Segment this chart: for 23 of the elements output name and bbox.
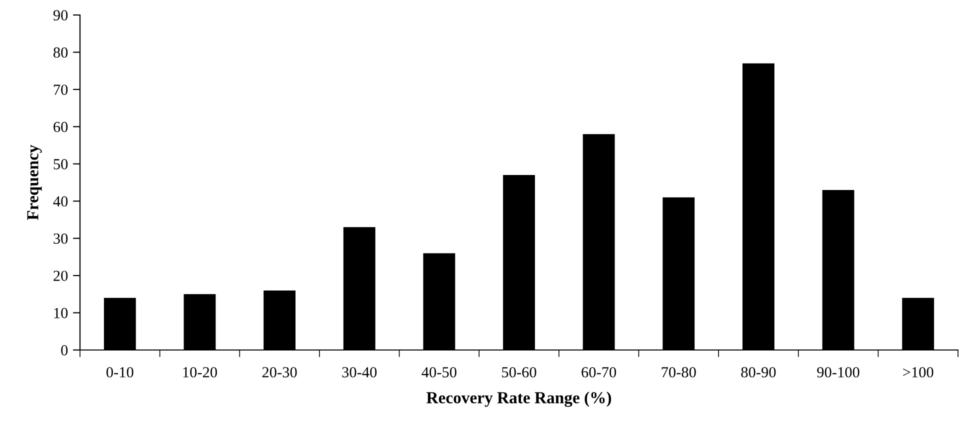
x-tick-label: 0-10 [106, 367, 134, 378]
y-tick-label: 40 [53, 196, 68, 207]
y-tick-label: 0 [61, 345, 68, 356]
y-tick-label: 80 [54, 47, 68, 58]
y-tick-label: 50 [54, 159, 68, 170]
y-tick-label: 30 [54, 233, 68, 244]
x-axis-title: Recovery Rate Range (%) [426, 392, 612, 407]
x-tick-label: 40-50 [422, 367, 456, 378]
x-tick-label: >100 [903, 367, 934, 378]
y-tick-label: 60 [54, 122, 68, 132]
x-tick-label: 50-60 [502, 367, 536, 378]
x-tick-label: 20-30 [262, 367, 297, 378]
x-tick-label: 70-80 [662, 367, 696, 378]
y-tick-label: 90 [53, 10, 68, 20]
y-tick-label: 20 [54, 270, 68, 282]
x-tick-label: 80-90 [741, 367, 776, 378]
x-tick-label: 30-40 [342, 367, 377, 378]
y-tick-label: 70 [54, 84, 68, 95]
x-tick-label: 90-100 [817, 367, 860, 378]
y-axis-title: Frequency [27, 144, 42, 220]
x-tick-label: 60-70 [582, 367, 616, 378]
x-tick-label: 10-20 [183, 367, 217, 378]
y-tick-label: 10 [54, 308, 68, 318]
